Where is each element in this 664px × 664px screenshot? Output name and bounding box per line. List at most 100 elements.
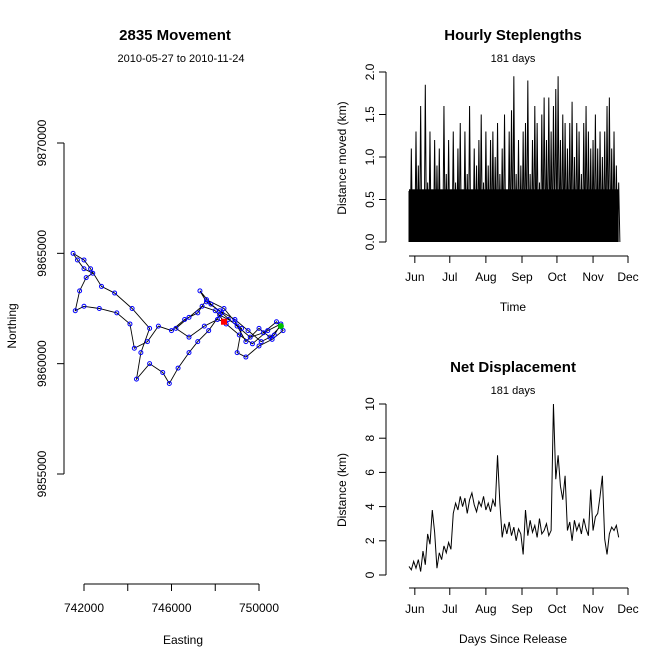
- location-fix: [256, 343, 262, 349]
- movement-y-ticks: 9855000 9860000 9865000 9870000: [35, 119, 64, 497]
- x-tick-label: Nov: [582, 602, 603, 616]
- location-fix: [127, 321, 133, 327]
- displacement-y-ticks: 0 2 4 6 8 10: [363, 397, 386, 578]
- displacement-ylabel: Distance (km): [335, 453, 349, 527]
- location-fix: [173, 325, 179, 331]
- location-fix: [182, 317, 188, 323]
- location-fix: [160, 369, 166, 375]
- movement-fixes: [70, 250, 286, 387]
- location-fix: [112, 290, 118, 296]
- movement-track: [72, 252, 284, 385]
- location-fix: [265, 328, 271, 334]
- location-fix: [81, 266, 87, 272]
- location-fix: [280, 328, 286, 334]
- location-fix: [138, 350, 144, 356]
- steplength-panel: Hourly Steplengths 181 days Time Distanc…: [335, 27, 639, 314]
- location-fix: [274, 319, 279, 325]
- displacement-title: Net Displacement: [450, 359, 576, 376]
- location-fix: [83, 275, 89, 281]
- location-fix: [90, 270, 96, 276]
- location-fix: [186, 350, 192, 356]
- location-fix: [81, 257, 87, 263]
- location-fix: [186, 334, 192, 340]
- location-fix: [134, 376, 139, 382]
- displacement-subtitle: 181 days: [491, 385, 536, 397]
- location-fix: [232, 319, 238, 325]
- location-fix: [144, 339, 150, 345]
- steplength-xlabel: Time: [500, 300, 527, 314]
- x-tick-label: Jun: [405, 602, 424, 616]
- y-tick-label: 0.0: [363, 233, 377, 250]
- steplength-title: Hourly Steplengths: [444, 27, 582, 44]
- location-fix: [221, 306, 227, 311]
- steplength-subtitle: 181 days: [491, 53, 536, 65]
- x-tick-label: Dec: [617, 270, 638, 284]
- location-fix: [201, 323, 207, 329]
- y-tick-label: 9855000: [35, 450, 49, 497]
- y-tick-label: 9860000: [35, 340, 49, 387]
- x-tick-label: 746000: [151, 601, 191, 615]
- location-fix: [169, 328, 174, 334]
- movement-title: 2835 Movement: [119, 27, 231, 44]
- y-tick-label: 2.0: [363, 63, 377, 80]
- displacement-series: [408, 403, 620, 572]
- location-fix: [147, 361, 153, 367]
- movement-panel: 2835 Movement 2010-05-27 to 2010-11-24 E…: [5, 27, 286, 647]
- y-tick-label: 8: [363, 435, 377, 442]
- x-tick-label: Dec: [617, 602, 638, 616]
- location-fix: [204, 297, 209, 303]
- displacement-line: [408, 403, 620, 572]
- location-fix: [234, 323, 240, 329]
- location-fix: [70, 250, 76, 256]
- movement-subtitle: 2010-05-27 to 2010-11-24: [117, 53, 244, 65]
- location-fix: [245, 328, 251, 334]
- location-fix: [234, 350, 240, 356]
- location-fix: [249, 341, 255, 347]
- steplength-series: [408, 76, 621, 243]
- location-fix: [197, 288, 203, 294]
- displacement-xlabel: Days Since Release: [459, 632, 567, 646]
- y-tick-label: 0.5: [363, 191, 377, 208]
- steplength-ylabel: Distance moved (km): [335, 101, 349, 214]
- displacement-x-ticks: Jun Jul Aug Sep Oct Nov Dec: [405, 588, 639, 616]
- location-fix: [88, 266, 94, 272]
- x-tick-label: 742000: [64, 601, 104, 615]
- x-tick-label: Jul: [442, 602, 457, 616]
- location-fix: [232, 317, 238, 323]
- location-fix: [236, 332, 242, 338]
- location-fix: [212, 308, 218, 314]
- location-fix: [72, 308, 78, 314]
- y-tick-label: 2: [363, 537, 377, 544]
- location-fix: [96, 306, 102, 311]
- x-tick-label: 750000: [239, 601, 279, 615]
- steplength-dense-band: [409, 189, 619, 242]
- location-fix: [147, 325, 153, 331]
- x-tick-label: Oct: [548, 602, 567, 616]
- location-fix: [195, 310, 201, 316]
- location-fix: [114, 310, 120, 316]
- location-fix: [155, 323, 161, 329]
- y-tick-label: 4: [363, 503, 377, 510]
- y-tick-label: 1.5: [363, 106, 377, 123]
- location-fix: [175, 365, 181, 371]
- steplength-x-ticks: Jun Jul Aug Sep Oct Nov Dec: [405, 256, 639, 284]
- movement-xlabel: Easting: [163, 633, 203, 647]
- location-fix: [81, 303, 87, 309]
- end-point: [221, 318, 227, 325]
- location-fix: [256, 325, 262, 331]
- location-fix: [99, 283, 104, 289]
- location-fix: [195, 339, 201, 345]
- location-fix: [206, 328, 212, 334]
- location-fix: [243, 354, 249, 360]
- location-fix: [208, 301, 214, 307]
- x-tick-label: Aug: [475, 602, 496, 616]
- x-tick-label: Nov: [582, 270, 603, 284]
- steplength-y-ticks: 0.0 0.5 1.0 1.5 2.0: [363, 63, 386, 250]
- x-tick-label: Jul: [442, 270, 457, 284]
- x-tick-label: Sep: [511, 270, 533, 284]
- x-tick-label: Sep: [511, 602, 533, 616]
- location-fix: [243, 339, 249, 345]
- x-tick-label: Aug: [475, 270, 496, 284]
- location-fix: [77, 288, 83, 294]
